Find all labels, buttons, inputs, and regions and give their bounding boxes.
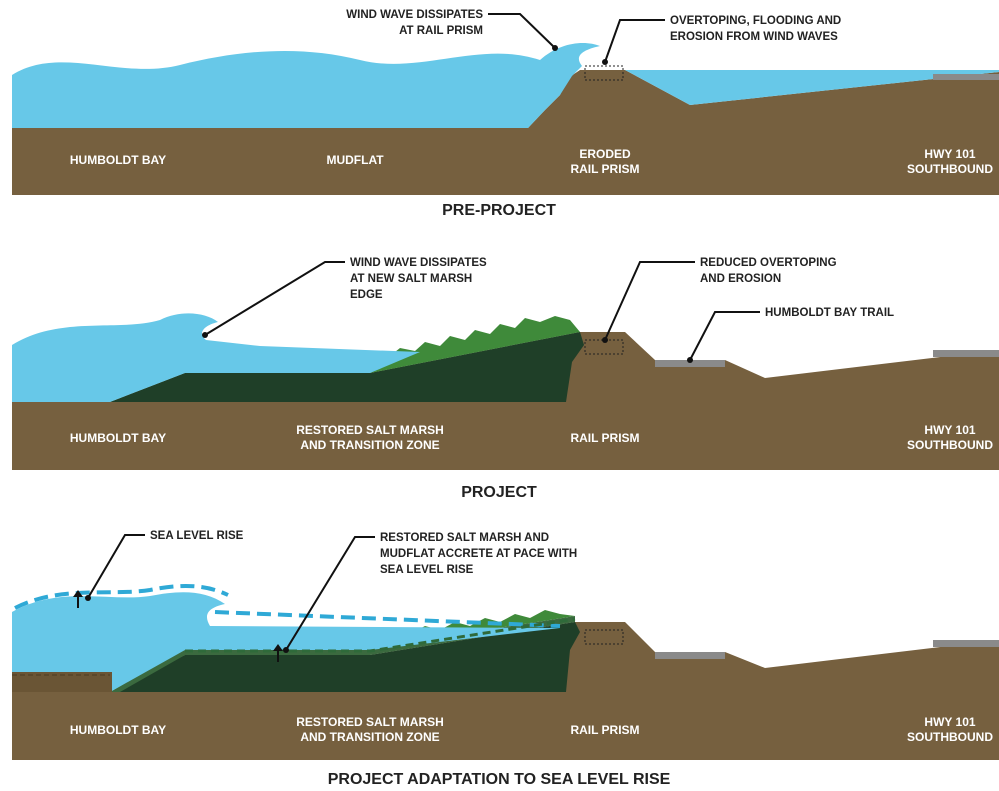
ground-label: AND TRANSITION ZONE <box>300 438 439 452</box>
ground-label: MUDFLAT <box>326 153 384 167</box>
callout-text: WIND WAVE DISSIPATES <box>350 257 487 269</box>
callout-text: OVERTOPING, FLOODING AND <box>670 15 841 27</box>
ground-label: HUMBOLDT BAY <box>70 723 166 737</box>
callout-text: HUMBOLDT BAY TRAIL <box>765 307 894 319</box>
callout-text: AT RAIL PRISM <box>399 25 483 37</box>
dot <box>202 332 208 338</box>
ground-label: RESTORED SALT MARSH <box>296 715 444 729</box>
callout-text: EDGE <box>350 289 383 301</box>
panel-title: PRE-PROJECT <box>442 202 556 219</box>
ground-label: AND TRANSITION ZONE <box>300 730 439 744</box>
dot <box>602 59 608 65</box>
panel-pre-project <box>12 14 999 195</box>
callout-text: AT NEW SALT MARSH <box>350 273 472 285</box>
callout-text: REDUCED OVERTOPING <box>700 257 837 269</box>
ground-label: HUMBOLDT BAY <box>70 431 166 445</box>
highway <box>933 640 999 647</box>
ground-label: RAIL PRISM <box>570 723 639 737</box>
ground-label: RAIL PRISM <box>570 162 639 176</box>
leader <box>605 262 695 340</box>
ground-label: HWY 101 <box>924 147 975 161</box>
callout-text: EROSION FROM WIND WAVES <box>670 31 838 43</box>
highway <box>933 350 999 357</box>
ground-label: RESTORED SALT MARSH <box>296 423 444 437</box>
trail <box>655 652 725 659</box>
dot <box>687 357 693 363</box>
dot <box>85 595 91 601</box>
panel-title: PROJECT <box>461 484 537 501</box>
callout-text: WIND WAVE DISSIPATES <box>346 9 483 21</box>
diagram: PRE-PROJECT WIND WAVE DISSIPATES AT RAIL P… <box>0 0 999 791</box>
callout-text: SEA LEVEL RISE <box>150 530 244 542</box>
leader <box>488 14 555 48</box>
ground-label: HWY 101 <box>924 423 975 437</box>
highway <box>933 74 999 80</box>
callout-text: RESTORED SALT MARSH AND <box>380 532 549 544</box>
panel-title: PROJECT ADAPTATION TO SEA LEVEL RISE <box>328 771 671 788</box>
dot <box>602 337 608 343</box>
ground-label: HWY 101 <box>924 715 975 729</box>
ground-label: RAIL PRISM <box>570 431 639 445</box>
ground-label: ERODED <box>579 147 631 161</box>
dot <box>552 45 558 51</box>
leader <box>605 20 665 62</box>
callout-text: SEA LEVEL RISE <box>380 564 474 576</box>
ground-label: SOUTHBOUND <box>907 730 993 744</box>
water <box>12 43 600 128</box>
ground-label: HUMBOLDT BAY <box>70 153 166 167</box>
callout-text: AND EROSION <box>700 273 781 285</box>
leader <box>205 262 345 335</box>
leader <box>88 535 145 598</box>
callout-text: MUDFLAT ACCRETE AT PACE WITH <box>380 548 577 560</box>
ground-label: SOUTHBOUND <box>907 162 993 176</box>
leader <box>690 312 760 360</box>
ground-label: SOUTHBOUND <box>907 438 993 452</box>
dot <box>283 647 289 653</box>
